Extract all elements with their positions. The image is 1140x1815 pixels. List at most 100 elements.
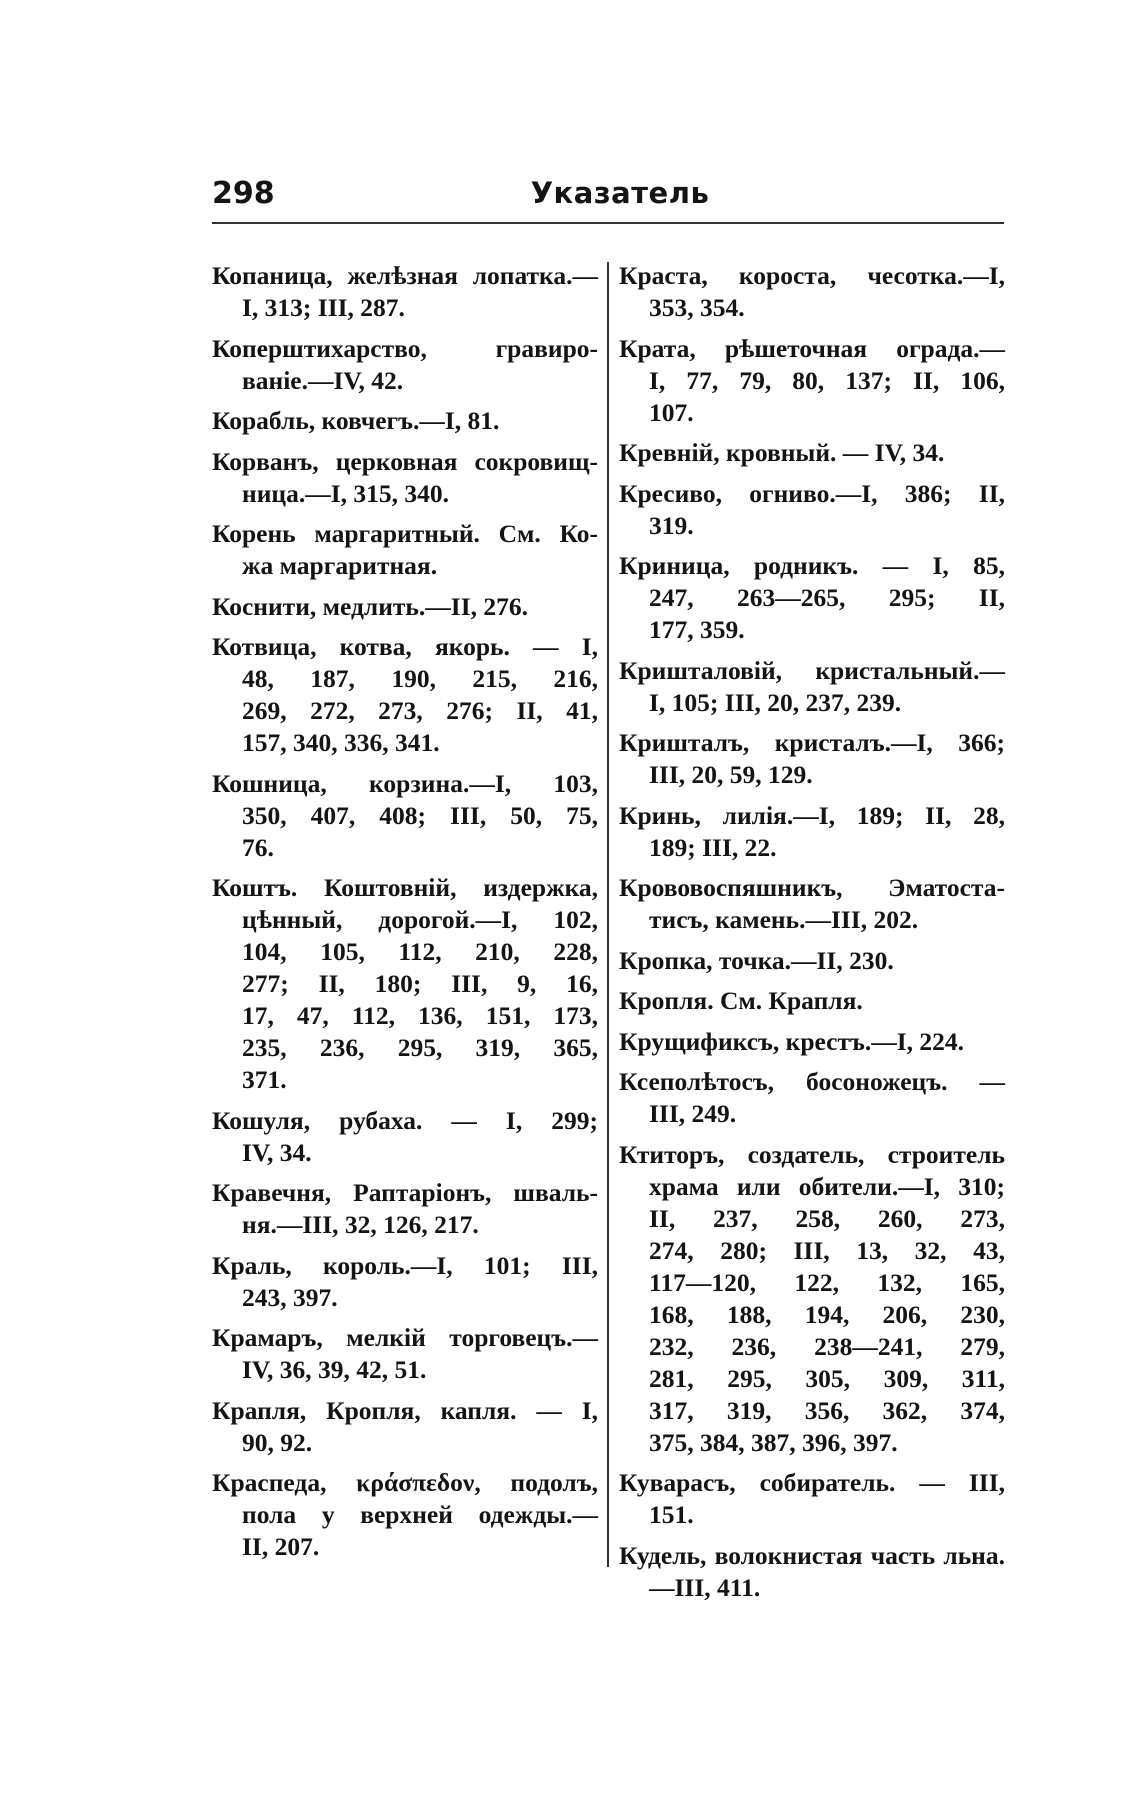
entry-continuation: храма или обители.—I, 310;: [649, 1171, 1005, 1201]
entry-continuation: IV, 34.: [242, 1137, 312, 1167]
entry-continuation: жа маргаритная.: [242, 551, 438, 580]
index-entry: Кришталовій, кристальный.— I, 105; III, 2…: [619, 655, 1005, 719]
entry-headline: Ктиторъ, создатель, строитель: [619, 1139, 1005, 1169]
index-entry: Краста, короста, чесотка.—I, 353, 354.: [619, 260, 1005, 324]
entry-continuation: 232, 236, 238—241, 279,: [649, 1331, 1005, 1361]
entry-headline: Крата, рѣшеточная ограда.—: [619, 333, 1005, 363]
index-entry: Кошуля, рубаха. — I, 299; IV, 34.: [212, 1105, 598, 1169]
entry-continuation: 151.: [649, 1500, 694, 1529]
entry-continuation: цѣнный, дорогой.—I, 102,: [242, 905, 598, 934]
entry-headline: Краспеда, κράσπεδον, подолъ,: [212, 1468, 598, 1497]
entry-headline: Крапля, Кропля, капля. — I,: [212, 1395, 598, 1425]
header-rule: [212, 222, 1004, 224]
entry-continuation: пола у верхней одежды.—: [242, 1500, 598, 1529]
index-entry: Кревній, кровный. — IV, 34.: [619, 437, 1005, 469]
entry-continuation: 269, 272, 273, 276; II, 41,: [242, 696, 598, 725]
index-entry: Коперштихарство, гравиро-ваніе.—IV, 42.: [212, 333, 598, 397]
entry-continuation: II, 237, 258, 260, 273,: [649, 1203, 1005, 1233]
entry-continuation: ница.—I, 315, 340.: [242, 478, 450, 508]
entry-continuation: 189; III, 22.: [649, 832, 777, 862]
index-entry: Куварасъ, собиратель. — III, 151.: [619, 1467, 1005, 1531]
index-entry: Корень маргаритный. См. Ко-жа маргаритна…: [212, 518, 598, 582]
entry-continuation: 353, 354.: [649, 293, 745, 322]
index-entry: Ксеполѣтосъ, босоножецъ. — III, 249.: [619, 1066, 1005, 1130]
entry-headline: Кревній, кровный. — IV, 34.: [619, 438, 945, 467]
entry-continuation: 168, 188, 194, 206, 230,: [649, 1299, 1005, 1329]
entry-headline: Кришталовій, кристальный.—: [619, 655, 1005, 685]
index-entry: Корванъ, церковная сокровищ-ница.—I, 315…: [212, 446, 598, 510]
entry-continuation: I, 313; III, 287.: [242, 293, 405, 322]
entry-headline: Кресиво, огниво.—I, 386; II,: [619, 478, 1005, 508]
entry-continuation: 371.: [242, 1065, 287, 1094]
running-title: Указатель: [530, 176, 710, 210]
entry-continuation: 17, 47, 112, 136, 151, 173,: [242, 1001, 598, 1030]
index-entry: Корабль, ковчегъ.—I, 81.: [212, 405, 598, 437]
entry-headline: Ксеполѣтосъ, босоножецъ. —: [619, 1067, 1005, 1096]
entry-headline: Кошница, корзина.—I, 103,: [212, 768, 598, 798]
entry-headline: Коперштихарство, гравиро-: [212, 333, 598, 363]
index-entry: Крамаръ, мелкій торговецъ.— IV, 36, 39, 4…: [212, 1322, 598, 1386]
index-entry: Краль, король.—I, 101; III, 243, 397.: [212, 1250, 598, 1314]
entry-continuation: III, 249.: [649, 1099, 737, 1128]
index-entry: Крущификсъ, крестъ.—I, 224.: [619, 1026, 1005, 1058]
index-entry: Кудель, волокнистая часть льна. —III, 411…: [619, 1540, 1005, 1604]
index-column-left: Копаница, желѣзная лопатка.— I, 313; III,…: [212, 260, 598, 1572]
entry-headline: Крововоспяшникъ, Эматоста-: [619, 873, 1005, 902]
entry-continuation: 247, 263—265, 295; II,: [649, 583, 1005, 612]
entry-continuation: ваніе.—IV, 42.: [242, 365, 404, 395]
entry-headline: Коштъ. Коштовній, издержка,: [212, 873, 598, 902]
entry-continuation: 76.: [242, 832, 274, 862]
index-entry: Котвица, котва, якорь. — I, 48, 187, 190,…: [212, 631, 598, 759]
entry-headline: Кришталъ, кристалъ.—I, 366;: [619, 728, 1005, 757]
entry-headline: Криница, родникъ. — I, 85,: [619, 551, 1005, 580]
entry-continuation: 48, 187, 190, 215, 216,: [242, 664, 598, 693]
index-entry: Кропка, точка.—II, 230.: [619, 945, 1005, 977]
entry-headline: Кропка, точка.—II, 230.: [619, 945, 894, 975]
entry-continuation: IV, 36, 39, 42, 51.: [242, 1355, 427, 1384]
entry-continuation: 90, 92.: [242, 1427, 313, 1457]
entry-continuation: 157, 340, 336, 341.: [242, 728, 440, 757]
entry-headline: Корабль, ковчегъ.—I, 81.: [212, 406, 500, 435]
entry-continuation: 104, 105, 112, 210, 228,: [242, 937, 598, 966]
index-column-right: Краста, короста, чесотка.—I, 353, 354. Кра…: [619, 260, 1005, 1612]
entry-continuation: I, 77, 79, 80, 137; II, 106,: [649, 365, 1005, 395]
entry-headline: Котвица, котва, якорь. — I,: [212, 632, 598, 661]
page-number: 298: [212, 176, 275, 211]
index-entry: Краспеда, κράσπεδον, подолъ, пола у верхн…: [212, 1467, 598, 1563]
column-divider: [607, 262, 609, 1567]
entry-headline: Кошуля, рубаха. — I, 299;: [212, 1105, 598, 1135]
entry-headline: Кудель, волокнистая часть льна.: [619, 1540, 1005, 1570]
entry-headline: Краль, король.—I, 101; III,: [212, 1250, 598, 1280]
index-entry: Копаница, желѣзная лопатка.— I, 313; III,…: [212, 260, 598, 324]
entry-headline: Крущификсъ, крестъ.—I, 224.: [619, 1026, 965, 1056]
entry-continuation: 317, 319, 356, 362, 374,: [649, 1395, 1005, 1425]
index-entry: Коснити, медлить.—II, 276.: [212, 591, 598, 623]
entry-continuation: 350, 407, 408; III, 50, 75,: [242, 800, 598, 830]
entry-headline: Куварасъ, собиратель. — III,: [619, 1468, 1005, 1497]
entry-continuation: 274, 280; III, 13, 32, 43,: [649, 1235, 1005, 1265]
entry-continuation: 277; II, 180; III, 9, 16,: [242, 969, 598, 998]
entry-continuation: 235, 236, 295, 319, 365,: [242, 1033, 598, 1062]
entry-continuation: —III, 411.: [649, 1572, 761, 1602]
entry-continuation: I, 105; III, 20, 237, 239.: [649, 687, 902, 717]
entry-headline: Кропля. См. Крапля.: [619, 986, 863, 1015]
index-entry: Криница, родникъ. — I, 85, 247, 263—265, …: [619, 550, 1005, 646]
entry-headline: Коснити, медлить.—II, 276.: [212, 591, 528, 621]
index-entry: Крата, рѣшеточная ограда.— I, 77, 79, 80,…: [619, 333, 1005, 429]
index-entry: Кринь, лилія.—I, 189; II, 28, 189; III, 2…: [619, 800, 1005, 864]
entry-continuation: 281, 295, 305, 309, 311,: [649, 1363, 1005, 1393]
entry-continuation: II, 207.: [242, 1532, 320, 1561]
index-entry: Кришталъ, кристалъ.—I, 366; III, 20, 59, …: [619, 727, 1005, 791]
index-entry: Кравечня, Раптаріонъ, шваль-ня.—III, 32,…: [212, 1177, 598, 1241]
index-entry: Крапля, Кропля, капля. — I, 90, 92.: [212, 1395, 598, 1459]
index-entry: Ктиторъ, создатель, строитель храма или о…: [619, 1139, 1005, 1459]
entry-continuation: тисъ, камень.—III, 202.: [649, 905, 919, 934]
entry-continuation: 107.: [649, 397, 694, 427]
index-entry: Кропля. См. Крапля.: [619, 985, 1005, 1017]
entry-headline: Кравечня, Раптаріонъ, шваль-: [212, 1178, 598, 1207]
entry-continuation: 117—120, 122, 132, 165,: [649, 1267, 1005, 1297]
entry-headline: Кринь, лилія.—I, 189; II, 28,: [619, 800, 1005, 830]
entry-headline: Корень маргаритный. См. Ко-: [212, 519, 598, 548]
entry-continuation: 319.: [649, 510, 694, 540]
index-entry: Кошница, корзина.—I, 103, 350, 407, 408; …: [212, 768, 598, 864]
